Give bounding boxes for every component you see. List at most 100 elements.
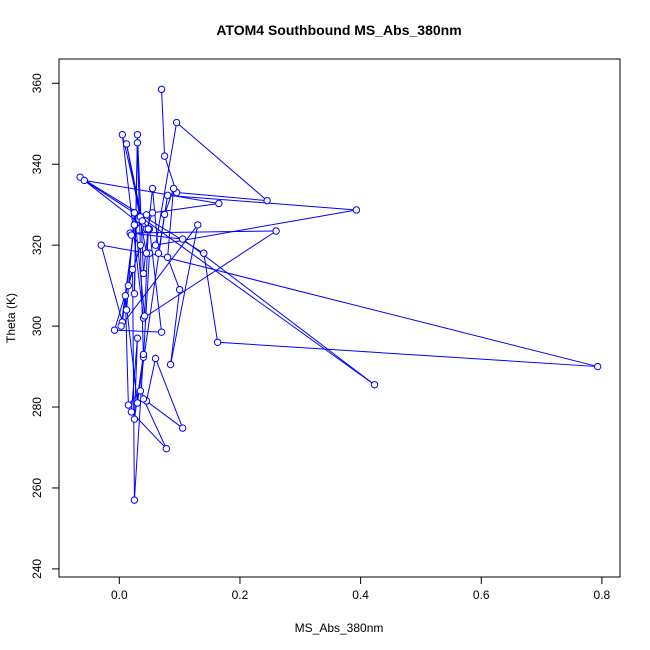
data-point <box>139 350 148 359</box>
data-point <box>263 196 271 205</box>
data-point <box>200 249 208 257</box>
y-tick-label: 360 <box>30 73 44 93</box>
series-segment <box>164 188 175 215</box>
series-segment <box>133 354 144 420</box>
data-point <box>124 401 133 409</box>
data-point <box>133 130 142 139</box>
data-point <box>160 210 169 219</box>
data-point <box>157 85 166 94</box>
data-point <box>162 445 171 453</box>
series-layer <box>76 85 602 504</box>
y-tick-label: 300 <box>30 316 44 336</box>
data-point <box>169 184 178 193</box>
data-point <box>139 269 148 278</box>
data-point <box>194 221 202 229</box>
x-tick-label: 0.4 <box>352 588 369 602</box>
data-point <box>130 415 139 423</box>
data-point <box>166 360 175 369</box>
x-tick-label: 0.2 <box>232 588 249 602</box>
data-point <box>215 199 223 208</box>
y-axis-label: Theta (K) <box>4 293 18 343</box>
data-point <box>133 334 142 342</box>
series-segment <box>170 289 181 365</box>
series-segment <box>161 89 166 157</box>
data-point <box>151 241 160 249</box>
y-tick-label: 320 <box>30 235 44 255</box>
series-segment <box>130 338 138 412</box>
x-axis: 0.0 0.2 0.4 0.6 0.8 <box>111 576 611 602</box>
series-segment <box>133 212 146 317</box>
data-point <box>130 221 139 229</box>
data-point <box>144 225 152 233</box>
series-segment <box>114 269 134 331</box>
series-segment <box>142 253 150 358</box>
data-point <box>97 241 105 249</box>
data-point <box>117 322 125 330</box>
series-segment <box>176 192 268 202</box>
series-segment <box>130 230 277 234</box>
series-segment <box>132 269 135 501</box>
x-tick-label: 0.6 <box>473 588 490 602</box>
chart-title: ATOM4 Southbound MS_Abs_380nm <box>216 22 461 38</box>
series-segment <box>167 194 357 211</box>
data-point <box>130 496 139 504</box>
data-point <box>140 312 149 320</box>
data-point <box>272 227 280 235</box>
data-point <box>172 118 181 127</box>
data-point <box>142 211 151 219</box>
series-segment <box>145 358 157 402</box>
series-segment <box>142 398 167 449</box>
data-point <box>136 241 145 249</box>
data-point <box>127 408 136 416</box>
data-point <box>130 209 139 217</box>
series-segment <box>167 188 175 258</box>
data-point <box>121 292 130 300</box>
data-point <box>151 354 160 363</box>
series-segment <box>136 134 144 274</box>
data-point <box>178 235 187 243</box>
data-point <box>139 395 148 403</box>
data-point <box>163 253 172 261</box>
data-point <box>148 209 157 217</box>
data-point <box>110 326 119 334</box>
data-point <box>142 249 151 257</box>
series-segment <box>182 238 375 386</box>
data-point <box>154 249 163 257</box>
data-point <box>133 139 142 147</box>
x-tick-label: 0.8 <box>594 588 611 602</box>
y-tick-label: 260 <box>30 478 44 498</box>
series-segment <box>149 252 598 368</box>
series-segment <box>167 257 181 290</box>
x-tick-label: 0.0 <box>111 588 128 602</box>
series-segment <box>155 122 178 246</box>
data-point <box>80 176 89 185</box>
data-point <box>127 231 136 239</box>
series-segment <box>130 232 183 240</box>
data-point <box>136 387 145 395</box>
series-segment <box>148 228 163 333</box>
series-segment <box>217 341 598 368</box>
series-segment <box>176 122 268 202</box>
data-point <box>163 191 172 200</box>
series-segment <box>100 245 123 323</box>
data-point <box>178 424 187 432</box>
data-point <box>128 265 137 274</box>
data-point <box>175 285 184 294</box>
data-point <box>118 130 127 139</box>
data-point <box>124 281 133 290</box>
data-point <box>352 206 361 214</box>
data-point <box>122 140 131 148</box>
series-segment <box>114 329 162 333</box>
y-tick-label: 340 <box>30 154 44 174</box>
y-tick-label: 240 <box>30 559 44 579</box>
data-point <box>370 381 379 389</box>
data-point <box>130 290 139 298</box>
series-segment <box>170 224 199 365</box>
series-segment <box>155 209 357 246</box>
x-axis-label: MS_Abs_380nm <box>295 621 384 635</box>
y-tick-label: 280 <box>30 397 44 417</box>
series-segment <box>143 398 183 429</box>
data-point <box>122 306 131 314</box>
series-segment <box>140 216 375 386</box>
